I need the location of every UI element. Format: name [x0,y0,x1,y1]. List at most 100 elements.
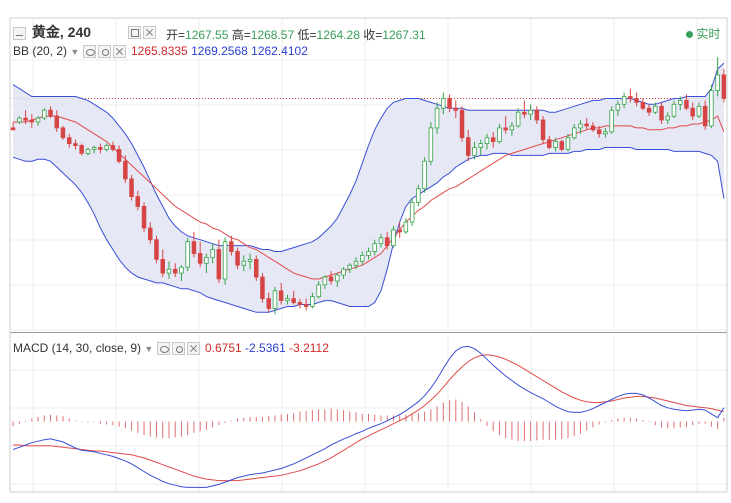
macd-signal-value: -3.2112 [289,341,329,355]
candle-up [91,147,97,150]
candle-down [60,127,66,139]
candle-up [434,107,440,129]
candle-down [447,98,452,109]
candle-down [98,147,103,150]
candle-down [216,249,222,280]
candle-up [285,298,290,302]
macd-pane [12,345,725,488]
symbol-header: 黄金, 240 [13,22,91,42]
candle-down [596,129,602,135]
candle-up [715,74,720,92]
candle-up [341,268,346,276]
candle-up [366,251,371,256]
candle-down [79,145,84,154]
close-icon[interactable] [143,26,156,40]
candle-up [179,266,184,274]
macd-legend: MACD (14, 30, close, 9) ▼ 0.6751 -2.5361… [13,341,329,356]
candle-down [659,105,664,121]
open-label: 开= [166,28,186,42]
candle-up [104,145,109,150]
candle-down [23,117,28,121]
candle-down [328,276,334,282]
candle-up [578,123,583,129]
low-label: 低= [297,28,317,42]
candle-down [297,302,303,305]
candle-down [48,109,53,117]
symbol-interval: 240 [67,24,92,40]
candle-down [684,100,689,109]
candle-down [129,178,134,197]
candle-up [17,117,22,123]
realtime-status[interactable]: 实时 [686,25,720,42]
maximize-icon[interactable] [128,26,141,40]
close-icon[interactable] [186,342,200,356]
candle-up [166,268,172,274]
candle-up [603,131,608,135]
candle-up [185,241,190,268]
candle-up [35,117,41,123]
bb-legend: BB (20, 2) ▼ 1265.8335 1269.2568 1262.41… [13,44,308,59]
candle-up [422,160,427,190]
candle-down [235,251,240,266]
candle-down [702,105,708,127]
candle-up [678,100,683,105]
candle-up [509,125,515,131]
candle-down [116,149,122,162]
close-icon[interactable] [112,45,126,59]
candle-down [559,141,565,150]
eye-icon[interactable] [156,342,170,356]
candle-up [615,103,621,111]
ohlc-readout: 开=1267.55 高=1268.57 低=1264.28 收=1267.31 [166,26,426,43]
candle-down [110,145,116,150]
candle-up [497,127,502,143]
chevron-down-icon[interactable]: ▼ [144,344,154,354]
high-label: 高= [231,28,251,42]
candle-up [272,290,278,309]
chevron-down-icon[interactable]: ▼ [70,47,80,57]
candle-down [721,74,727,99]
candle-down [690,107,695,117]
candle-down [135,196,140,207]
candle-up [565,137,571,150]
gear-icon[interactable] [97,45,111,59]
candle-down [147,227,153,241]
bb-upper-value: 1269.2568 [191,44,248,58]
open-value: 1267.55 [185,28,229,42]
bb-fill-area [13,63,724,313]
candle-up [353,260,359,266]
candle-up [391,229,396,246]
candle-up [322,276,328,286]
candle-up [347,264,352,270]
candle-down [384,237,390,247]
candle-down [453,107,458,111]
candle-down [490,137,496,142]
candle-up [409,202,415,223]
macd-hist-value: 0.6751 [205,341,242,355]
candle-up [653,105,658,113]
pane-frames [9,17,728,493]
eye-icon[interactable] [82,45,96,59]
bb-lower-line [12,147,725,313]
candle-down [29,119,35,123]
candle-down [590,125,596,131]
candle-down [160,258,165,274]
candle-down [172,268,178,274]
minimize-icon[interactable] [13,26,26,40]
gear-icon[interactable] [171,342,185,356]
candle-up [515,111,521,127]
candle-up [609,109,614,133]
candle-up [210,249,215,258]
candle-down [547,139,552,148]
candle-down [646,107,652,113]
macd-signal-line [13,354,725,482]
candle-up [335,274,340,282]
bb-lower-value: 1262.4102 [251,44,308,58]
candle-down [640,102,646,109]
candle-down [73,143,78,147]
symbol-name: 黄金 [31,24,60,40]
candle-up [403,221,409,233]
bb-middle-value: 1265.8335 [130,44,188,58]
candle-down [628,96,633,99]
